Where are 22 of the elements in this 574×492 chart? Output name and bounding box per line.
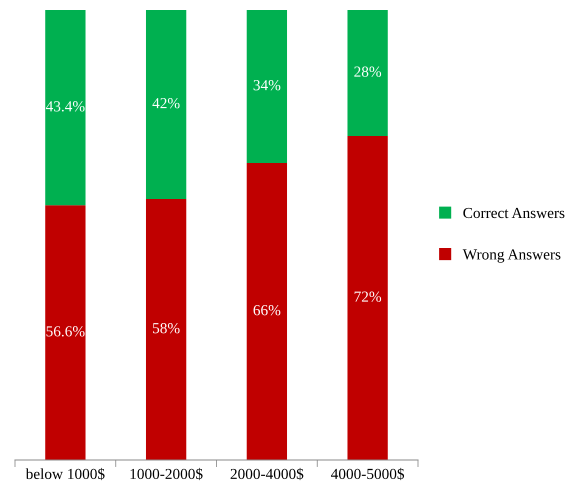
data-label: 56.6%: [46, 326, 85, 337]
legend-label: Correct Answers: [463, 208, 564, 218]
data-label: 34%: [254, 80, 280, 90]
bar: [146, 199, 186, 460]
bar: [246, 163, 288, 460]
data-label: 72%: [354, 292, 382, 302]
x-tick-label: 4000-5000$: [331, 468, 404, 480]
bar: [146, 10, 186, 199]
bar: [45, 10, 86, 206]
bar: [246, 10, 288, 163]
data-label: 58%: [153, 323, 180, 334]
data-label: 66%: [254, 305, 280, 316]
legend-label: Wrong Answers: [462, 249, 560, 263]
bar: [45, 205, 86, 460]
bar: [347, 136, 388, 460]
x-tick-label: 2000-4000$: [230, 468, 304, 480]
x-tick-label: 1000-2000$: [130, 468, 203, 480]
bar: [347, 10, 388, 136]
data-label: 42%: [152, 98, 180, 108]
data-label: 43.4%: [46, 101, 85, 112]
x-tick-label: below 1000$: [26, 468, 105, 480]
data-label: 28%: [354, 66, 382, 77]
